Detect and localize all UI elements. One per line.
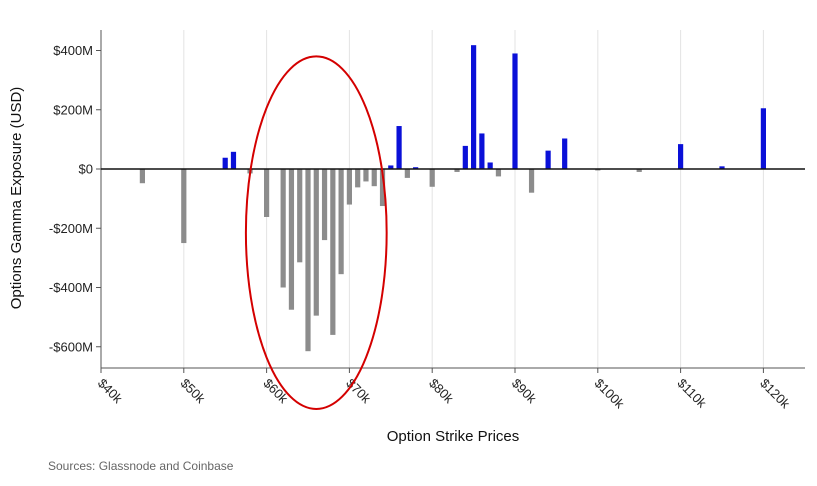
annotation-layer (244, 55, 388, 410)
bar-s0-6 (471, 45, 477, 169)
bar-s1-6 (297, 169, 303, 263)
bar-s1-23 (636, 169, 642, 172)
x-tick-label-5: $90k (509, 376, 540, 407)
bar-s0-11 (562, 138, 568, 169)
bar-s0-0 (222, 157, 228, 169)
bar-s1-21 (528, 169, 535, 193)
bar-s0-13 (719, 166, 725, 169)
highlight-ellipse (244, 55, 388, 410)
bar-s1-18 (429, 169, 435, 187)
bar-s0-1 (230, 151, 237, 169)
y-axis-title: Options Gamma Exposure (USD) (8, 87, 25, 310)
bar-s1-15 (371, 169, 377, 187)
x-tick-label-4: $80k (426, 376, 457, 407)
bar-s1-10 (330, 169, 336, 335)
label-layer: $400M $200M $0 -$200M -$400M -$600M $40k $50k $6… (49, 43, 793, 412)
bar-s1-0 (139, 169, 145, 184)
bar-s1-9 (321, 169, 328, 241)
y-tick-label-4: -$400M (49, 280, 93, 295)
bar-s1-17 (404, 169, 410, 178)
bar-s1-12 (346, 169, 352, 205)
x-tick-label-6: $100k (592, 376, 628, 412)
x-tick-label-8: $120k (757, 376, 793, 412)
bar-s0-4 (413, 167, 419, 169)
x-tick-label-0: $40k (95, 376, 126, 407)
bar-s1-11 (338, 169, 344, 275)
bar-s0-10 (545, 150, 551, 169)
x-tick-label-7: $110k (674, 376, 709, 411)
x-axis-title: Option Strike Prices (387, 428, 520, 445)
bar-s0-5 (462, 145, 468, 169)
bar-s1-20 (495, 169, 502, 177)
bar-layer (139, 45, 766, 352)
axis-layer (96, 30, 805, 373)
y-tick-label-3: -$200M (49, 221, 93, 236)
bar-s1-13 (355, 169, 361, 188)
bar-s1-5 (288, 169, 295, 310)
bar-s1-3 (264, 169, 270, 217)
grid-layer (100, 30, 764, 368)
bar-s0-9 (512, 53, 518, 169)
bar-s1-8 (313, 169, 319, 316)
bar-s0-7 (479, 133, 485, 169)
bar-s1-1 (181, 169, 187, 244)
bar-s1-19 (454, 169, 460, 172)
bar-s0-8 (487, 162, 493, 169)
bar-s0-3 (396, 126, 402, 169)
source-note: Sources: Glassnode and Coinbase (48, 459, 234, 473)
bar-s1-14 (363, 169, 369, 182)
y-tick-label-5: -$600M (49, 339, 93, 354)
bar-s1-7 (305, 169, 311, 352)
y-tick-label-2: $0 (79, 162, 93, 177)
x-tick-label-1: $50k (178, 376, 209, 407)
y-tick-label-0: $400M (53, 43, 93, 58)
y-tick-label-1: $200M (53, 102, 93, 117)
bar-s0-12 (678, 144, 684, 169)
bar-s0-14 (760, 108, 766, 169)
bar-s1-16 (379, 169, 386, 207)
bar-s0-2 (388, 165, 394, 169)
bar-s1-4 (280, 169, 286, 288)
x-tick-label-2: $60k (260, 376, 291, 407)
